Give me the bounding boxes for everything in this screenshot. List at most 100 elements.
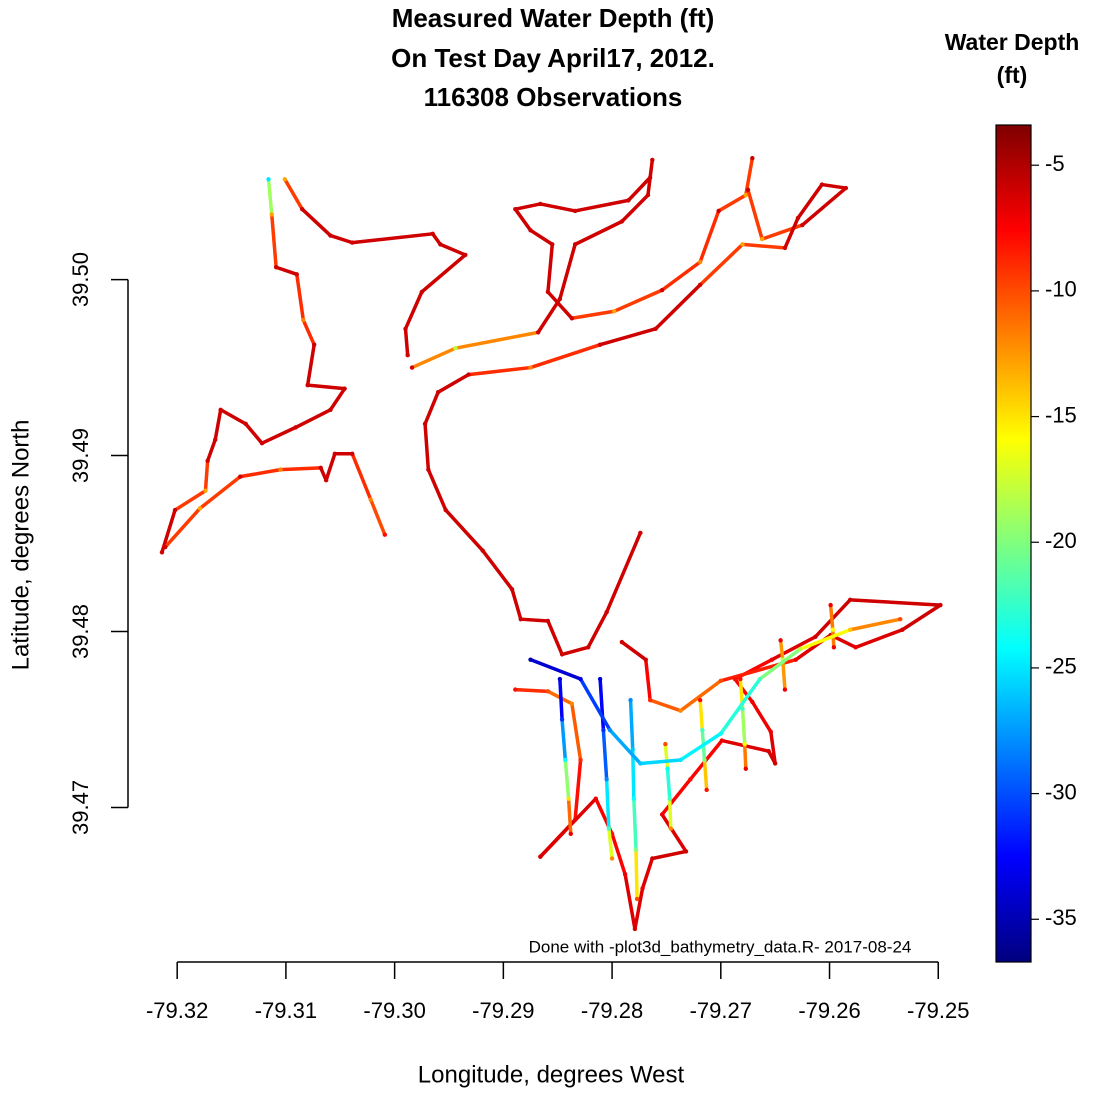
sounding-point	[683, 849, 689, 854]
sounding-point	[697, 697, 703, 703]
sounding-point	[638, 761, 643, 766]
track-segment	[698, 698, 705, 732]
sounding-point	[634, 896, 640, 902]
x-tick-label: -79.29	[472, 998, 534, 1023]
sounding-point	[585, 645, 591, 650]
sounding-point	[282, 177, 288, 182]
sounding-point	[800, 222, 805, 228]
track-segment	[848, 617, 902, 632]
track-segment	[758, 647, 802, 681]
sounding-point	[612, 309, 617, 314]
track-segment	[573, 198, 631, 213]
track-segment	[538, 796, 598, 859]
sounding-point	[782, 245, 788, 251]
sounding-point	[513, 687, 518, 692]
sounding-point	[538, 854, 543, 859]
track-segment	[513, 687, 550, 694]
sounding-point	[743, 192, 749, 198]
sounding-point	[638, 530, 643, 536]
track-segment	[558, 242, 577, 301]
track-segment	[558, 677, 564, 722]
track-segment	[660, 260, 702, 292]
track-segment	[513, 207, 533, 233]
track-segment	[163, 506, 202, 549]
track-segment	[350, 452, 373, 502]
sounding-point	[528, 228, 533, 233]
sounding-point	[632, 926, 638, 932]
x-tick-label: -79.25	[907, 998, 969, 1023]
track-segment	[607, 826, 614, 861]
colorbar-tick-label: -5	[1045, 151, 1065, 176]
track-segment	[305, 342, 316, 387]
track-segment	[305, 383, 347, 391]
sounding-point	[668, 826, 673, 831]
track-segment	[173, 488, 208, 512]
track-segment	[746, 188, 764, 241]
sounding-point	[607, 727, 613, 733]
track-segment	[293, 408, 333, 430]
track-segment	[601, 728, 609, 782]
sounding-point	[278, 467, 283, 472]
sounding-point	[768, 729, 774, 735]
track-segment	[634, 847, 639, 901]
track-segment	[626, 175, 652, 203]
track-segment	[608, 728, 643, 766]
sounding-point	[830, 627, 835, 632]
sounding-point	[572, 242, 578, 247]
track-segment	[563, 758, 571, 801]
track-segment	[781, 657, 787, 692]
track-segment	[853, 627, 905, 650]
track-segment	[350, 232, 435, 245]
sounding-point	[463, 252, 468, 258]
track-segment	[438, 242, 468, 257]
track-segment	[623, 872, 637, 931]
x-tick-label: -79.32	[146, 998, 208, 1023]
sounding-point	[653, 326, 658, 332]
track-segment	[538, 202, 577, 213]
sounding-point	[259, 441, 265, 446]
track-segment	[410, 346, 458, 370]
y-tick-label: 39.48	[68, 604, 93, 659]
sounding-point	[430, 231, 435, 237]
sounding-point	[650, 157, 655, 163]
track-segment	[560, 717, 568, 762]
sounding-point	[898, 616, 903, 622]
track-segment	[274, 265, 299, 277]
track-segment	[570, 309, 617, 321]
sounding-point	[593, 796, 598, 801]
sounding-point	[831, 645, 837, 650]
sounding-point	[318, 465, 323, 471]
track-segment	[665, 767, 672, 801]
track-segment	[295, 272, 306, 322]
sounding-point	[757, 676, 763, 682]
sounding-point	[793, 657, 799, 662]
sounding-point	[626, 198, 631, 203]
track-segment	[653, 283, 702, 331]
sounding-point	[557, 296, 563, 302]
sounding-point	[342, 386, 347, 391]
track-segment	[740, 707, 747, 746]
sounding-point	[853, 645, 858, 650]
sounding-point	[293, 425, 298, 430]
sounding-point	[772, 761, 778, 766]
sounding-point	[213, 437, 218, 442]
sounding-point	[545, 689, 551, 694]
annotation: Done with -plot3d_bathymetry_data.R- 201…	[529, 937, 912, 956]
sounding-point	[742, 741, 747, 747]
colorbar	[995, 124, 1032, 963]
chart-title: Measured Water Depth (ft)	[392, 3, 715, 33]
track-segment	[278, 466, 323, 472]
track-segment	[528, 228, 555, 247]
sounding-point	[426, 467, 431, 472]
chart-title: On Test Day April17, 2012.	[391, 43, 715, 73]
track-segment	[660, 812, 688, 854]
sounding-point	[300, 206, 305, 212]
track-segment	[423, 422, 431, 472]
sounding-point	[738, 676, 743, 682]
sounding-point	[688, 777, 693, 782]
track-segment	[528, 657, 583, 681]
sounding-point	[513, 206, 518, 212]
track-segment	[760, 223, 805, 241]
track-segment	[519, 617, 550, 623]
